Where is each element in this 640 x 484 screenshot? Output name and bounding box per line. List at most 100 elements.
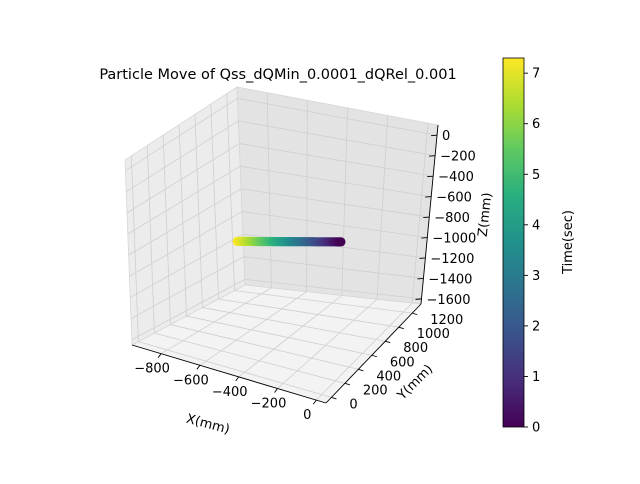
colorbar-ticks: 0 1 2 3 4 5 6 7 — [524, 67, 540, 436]
z-grid-line — [244, 278, 422, 300]
colorbar — [502, 57, 525, 428]
x-tick-mark — [235, 376, 240, 382]
z-tick-label: 0 — [442, 129, 450, 144]
x-ticks: −800−600−400−200 0 — [134, 353, 317, 423]
y-grid-line — [194, 114, 203, 308]
y-grid-line — [154, 332, 345, 384]
z-grid-line — [239, 143, 434, 177]
x-grid-line — [277, 298, 378, 389]
colorbar-tick-label: 0 — [532, 421, 540, 436]
z-tick-mark — [415, 298, 422, 300]
colorbar-tick-label: 3 — [532, 269, 540, 284]
y-tick-mark — [412, 312, 418, 316]
z-tick-label: −1200 — [430, 252, 474, 267]
axis-lines — [131, 124, 439, 404]
y-tick-label: 600 — [390, 355, 415, 370]
y-axis-line — [325, 303, 422, 404]
colorbar-tick-label: 5 — [532, 168, 540, 183]
colorbar-label: Time(sec) — [561, 210, 576, 275]
z-tick-mark — [423, 216, 430, 219]
y-tick-mark — [385, 340, 391, 344]
x-grid-line — [316, 302, 413, 401]
x-axis-label: X(mm) — [185, 412, 232, 438]
z-tick-label: −400 — [438, 170, 474, 185]
x-tick-mark — [157, 353, 162, 358]
x-grid-line — [160, 287, 272, 355]
back-pane-y — [236, 86, 439, 305]
y-tick-mark — [358, 368, 364, 372]
z-axis-label: Z(mm) — [476, 192, 496, 238]
z-grid-line — [129, 211, 243, 277]
z-tick-mark — [427, 175, 434, 178]
y-grid-line — [138, 341, 332, 398]
y-tick-mark — [344, 382, 350, 386]
z-grid-line — [130, 233, 244, 298]
y-tick-label: 400 — [376, 369, 401, 384]
z-grid-line — [241, 211, 428, 238]
x-grid-line — [199, 291, 307, 366]
z-grid-line — [237, 97, 438, 136]
z-tick-label: −200 — [440, 150, 476, 165]
z-tick-label: −1400 — [428, 272, 472, 287]
scatter-points — [232, 236, 346, 247]
y-grid-line — [162, 135, 171, 325]
y-tick-label: 1200 — [430, 313, 463, 328]
z-tick-mark — [425, 196, 432, 198]
y-tick-label: 200 — [363, 383, 388, 398]
z-grid-line — [240, 165, 432, 197]
z-grid-line — [127, 165, 241, 235]
z-grid-line — [130, 256, 245, 319]
y-grid-line — [186, 315, 372, 356]
z-grid-line — [125, 97, 238, 171]
z-tick-mark — [417, 277, 424, 280]
z-grid-line — [131, 278, 245, 341]
x-grid-line — [306, 100, 308, 292]
colorbar-tick-label: 7 — [532, 67, 540, 82]
colorbar-tick-label: 1 — [532, 370, 540, 385]
y-grid-line — [226, 93, 235, 291]
colorbar-tick-label: 6 — [532, 117, 540, 132]
x-grid-line — [411, 123, 429, 304]
x-axis-line — [131, 344, 327, 404]
z-axis-line — [420, 124, 439, 305]
x-grid-line — [266, 92, 272, 288]
axes-panes — [124, 86, 439, 404]
y-grid-line — [218, 298, 399, 328]
z-grid-line — [125, 120, 239, 193]
z-tick-label: −1000 — [432, 232, 476, 247]
y-grid-line — [210, 104, 219, 300]
y-tick-label: 1000 — [417, 327, 450, 342]
x-tick-label: −400 — [212, 385, 248, 400]
y-tick-mark — [331, 396, 337, 400]
y-tick-label: 800 — [403, 341, 428, 356]
y-grid-line — [146, 145, 155, 334]
z-tick-mark — [421, 237, 428, 239]
x-grid-line — [238, 295, 343, 378]
x-grid-line — [341, 107, 348, 296]
x-tick-mark — [196, 365, 201, 370]
z-grid-line — [241, 188, 430, 218]
z-tick-label: −1600 — [426, 293, 470, 308]
trajectory-point — [336, 237, 346, 247]
grid-lines — [125, 92, 438, 401]
y-tick-mark — [371, 354, 377, 358]
x-tick-label: −800 — [134, 362, 170, 377]
z-grid-line — [243, 256, 424, 279]
z-tick-mark — [419, 257, 426, 259]
z-tick-label: −800 — [434, 211, 470, 226]
chart-title: Particle Move of Qss_dQMin_0.0001_dQRel_… — [99, 67, 456, 83]
y-grid-line — [130, 155, 139, 342]
y-grid-line — [178, 124, 187, 317]
y-grid-line — [234, 290, 413, 314]
z-grid-line — [238, 120, 436, 157]
y-grid-line — [170, 324, 359, 370]
colorbar-tick-label: 2 — [532, 319, 540, 334]
colorbar-tick-label: 4 — [532, 218, 540, 233]
z-tick-label: −600 — [436, 191, 472, 206]
x-grid-line — [376, 115, 389, 300]
z-grid-line — [128, 188, 242, 256]
z-tick-mark — [429, 155, 436, 157]
